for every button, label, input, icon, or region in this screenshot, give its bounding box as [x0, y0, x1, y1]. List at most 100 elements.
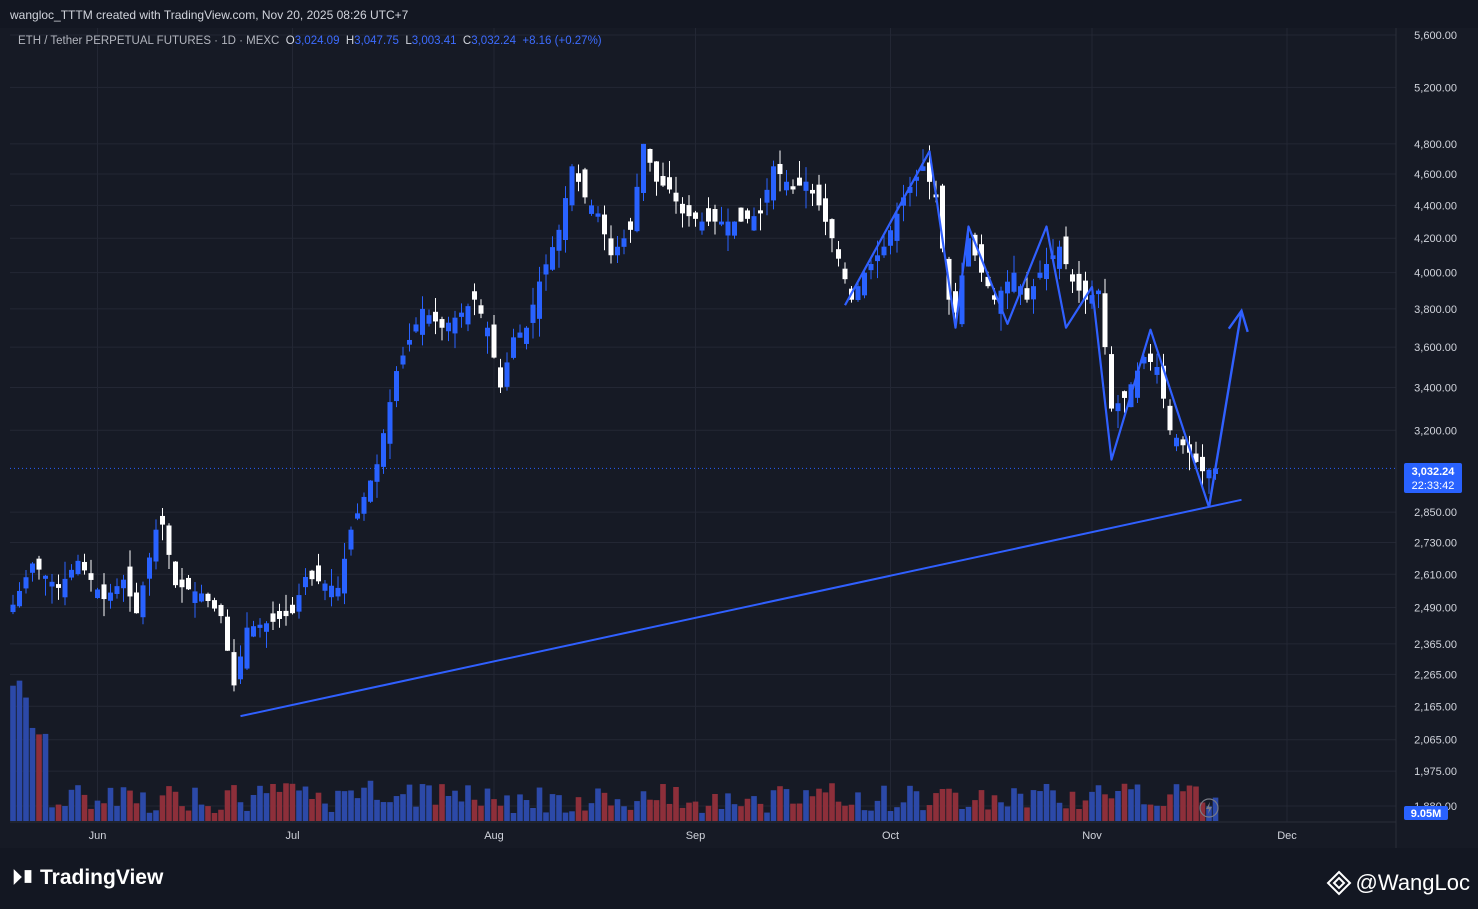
volume-bar [263, 793, 270, 821]
candle-body [10, 604, 16, 613]
candle-body [296, 595, 302, 612]
y-tick-label: 2,610.00 [1414, 569, 1457, 581]
y-tick-label: 4,600.00 [1414, 169, 1457, 181]
candle-body [485, 327, 490, 337]
candle-body [1115, 403, 1121, 412]
volume-bar [848, 804, 855, 821]
volume-bar [718, 808, 725, 821]
volume-bar [816, 788, 822, 821]
price-axis[interactable]: 5,600.00 5,200.00 4,800.00 4,600.00 4,400.00… [1414, 30, 1457, 813]
volume-bar [1056, 802, 1063, 821]
volume-bar [1206, 806, 1212, 821]
candle-body [179, 579, 185, 588]
volume-bar [907, 785, 913, 821]
volume-bar [270, 783, 276, 821]
volume-bar [588, 803, 595, 821]
candle-body [231, 652, 237, 686]
candle-body [491, 324, 497, 358]
volume-bar [829, 783, 835, 821]
candle-body [836, 249, 841, 259]
credit-bar: wangloc_TTTM created with TradingView.co… [0, 0, 1478, 28]
candle-body [1024, 288, 1030, 300]
tradingview-logo[interactable]: ⏵▮ TradingView [12, 866, 163, 890]
candle-body [1096, 290, 1101, 295]
volume-bar [1024, 807, 1030, 821]
volume-bar [406, 784, 413, 821]
volume-bar [224, 790, 231, 821]
candle-body [1141, 356, 1147, 364]
y-tick-label: 3,800.00 [1414, 304, 1457, 316]
volume-bar [491, 799, 497, 821]
candle-body [114, 586, 120, 594]
volume-bar [504, 795, 510, 821]
candle-body [433, 311, 438, 322]
volume-bar [1069, 791, 1076, 821]
volume-bar [1063, 808, 1069, 821]
candle-body [108, 592, 113, 601]
candle-body [751, 216, 757, 231]
candle-body [1005, 281, 1010, 294]
volume-bar [23, 697, 29, 821]
candle-body [875, 255, 880, 262]
candle-body [511, 337, 516, 358]
symbol-legend[interactable]: ETH / Tether PERPETUAL FUTURES · 1D · ME… [18, 35, 602, 47]
close-value: 3,032.24 [471, 35, 516, 47]
candle-body [680, 203, 685, 214]
volume-bar [530, 807, 536, 821]
candle-body [1011, 272, 1017, 292]
volume-bar [348, 790, 354, 821]
volume-bar [725, 793, 731, 821]
volume-bar [790, 803, 796, 821]
candle-body [621, 238, 627, 247]
volume-bar [1167, 794, 1173, 821]
open-label: O [285, 35, 295, 47]
candle-body [407, 339, 412, 345]
candle-body [95, 589, 100, 599]
volume-bar [959, 808, 965, 821]
projection-arrow-head [1227, 308, 1249, 333]
candle-body [478, 305, 484, 314]
y-tick-label: 4,200.00 [1414, 233, 1457, 245]
candle-body [69, 569, 74, 578]
volume-bar [946, 788, 952, 821]
volume-bar [458, 801, 465, 821]
volume-bar [146, 812, 153, 821]
time-axis[interactable]: Jun Jul Aug Sep Oct Nov Dec [89, 830, 1298, 842]
x-tick-label: Aug [484, 830, 504, 842]
volume-bar [1095, 785, 1102, 821]
candle-body [530, 304, 536, 323]
chart-frame[interactable] [10, 28, 1468, 848]
candle-body [368, 480, 373, 502]
volume-bar [920, 810, 926, 821]
candle-body [355, 513, 360, 519]
volume-bar [250, 794, 257, 821]
volume-bar [1089, 791, 1095, 821]
drawings[interactable] [240, 150, 1249, 718]
x-tick-label: Nov [1082, 830, 1102, 842]
price-badge-price: 3,032.24 [1412, 466, 1456, 478]
volume-bar [1017, 793, 1024, 821]
y-tick-label: 4,000.00 [1414, 268, 1457, 280]
volume-bar [712, 793, 718, 821]
volume-bar [315, 792, 322, 821]
candle-body [147, 557, 152, 579]
candle-body [816, 184, 822, 206]
candle-body [862, 272, 867, 296]
x-tick-label: Sep [686, 830, 706, 842]
volume-bar [159, 795, 166, 821]
volume-bar [861, 810, 868, 821]
candle-body [335, 587, 341, 597]
volume-bar [16, 680, 23, 821]
volume-bar [985, 809, 991, 821]
candle-body [270, 613, 276, 622]
volume-bar [1011, 788, 1017, 821]
volume-bar [809, 796, 816, 821]
candle-body [75, 560, 81, 575]
candle-body [342, 558, 347, 594]
volume-bars [10, 680, 1219, 821]
candle-body [738, 207, 744, 222]
symbol-name[interactable]: ETH / Tether PERPETUAL FUTURES · 1D · ME… [18, 35, 280, 47]
candle-body [686, 205, 692, 217]
volume-bar [367, 780, 374, 821]
